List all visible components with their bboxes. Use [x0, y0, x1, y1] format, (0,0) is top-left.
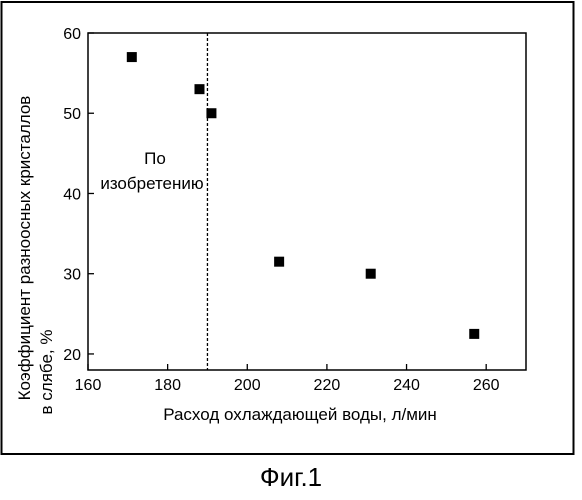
data-point: [274, 257, 284, 267]
y-tick-label: 40: [63, 186, 81, 203]
x-tick-label: 220: [314, 377, 341, 394]
data-points: [127, 52, 479, 339]
data-point: [194, 84, 204, 94]
data-point: [469, 329, 479, 339]
x-axis: 160 180 200 220 240 260: [75, 364, 500, 394]
annotation-line1: По: [144, 149, 166, 168]
y-axis-label-line1: Коэффициент разноосных кристаллов: [15, 96, 34, 401]
scatter-chart: 160 180 200 220 240 260 20 30 40 50 60 По изобрет…: [0, 0, 582, 460]
x-tick-label: 180: [154, 377, 181, 394]
x-tick-label: 200: [234, 377, 261, 394]
y-axis: 20 30 40 50 60: [63, 26, 94, 364]
x-tick-label: 240: [393, 377, 420, 394]
data-point: [127, 52, 137, 62]
y-tick-label: 60: [63, 26, 81, 43]
x-tick-label: 260: [473, 377, 500, 394]
annotation-line2: изобретению: [100, 174, 204, 193]
plot-frame: [88, 33, 526, 370]
data-point: [206, 108, 216, 118]
data-point: [366, 269, 376, 279]
figure-caption: Фиг.1: [0, 462, 582, 493]
y-tick-label: 50: [63, 106, 81, 123]
x-tick-label: 160: [75, 377, 102, 394]
x-axis-label: Расход охлаждающей воды, л/мин: [163, 405, 437, 424]
y-axis-label-line2: в слябе, %: [37, 330, 56, 415]
y-tick-label: 20: [63, 347, 81, 364]
y-tick-label: 30: [63, 267, 81, 284]
